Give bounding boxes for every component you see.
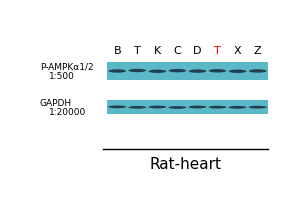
Text: X: X	[234, 46, 242, 56]
Text: T: T	[214, 46, 221, 56]
Text: Rat-heart: Rat-heart	[149, 157, 221, 172]
Text: 1:20000: 1:20000	[49, 108, 86, 117]
Ellipse shape	[229, 106, 247, 109]
Text: K: K	[154, 46, 161, 56]
Text: B: B	[113, 46, 121, 56]
Ellipse shape	[249, 69, 266, 73]
Ellipse shape	[189, 69, 206, 73]
Text: D: D	[193, 46, 202, 56]
Text: 1:500: 1:500	[49, 72, 75, 81]
Ellipse shape	[188, 106, 206, 108]
Ellipse shape	[209, 69, 226, 73]
Ellipse shape	[229, 70, 246, 73]
Ellipse shape	[208, 106, 226, 109]
Text: Z: Z	[254, 46, 262, 56]
Ellipse shape	[168, 106, 187, 109]
Text: T: T	[134, 46, 141, 56]
Ellipse shape	[148, 70, 166, 73]
Text: GAPDH: GAPDH	[40, 99, 72, 108]
Text: C: C	[174, 46, 181, 56]
Ellipse shape	[109, 69, 126, 73]
Ellipse shape	[108, 105, 126, 108]
Bar	[107, 100, 268, 114]
Ellipse shape	[128, 106, 146, 109]
Bar	[107, 62, 268, 80]
Ellipse shape	[169, 69, 186, 72]
Ellipse shape	[128, 69, 146, 72]
Ellipse shape	[148, 106, 166, 108]
Text: P-AMPKα1/2: P-AMPKα1/2	[40, 63, 94, 72]
Ellipse shape	[249, 106, 267, 109]
